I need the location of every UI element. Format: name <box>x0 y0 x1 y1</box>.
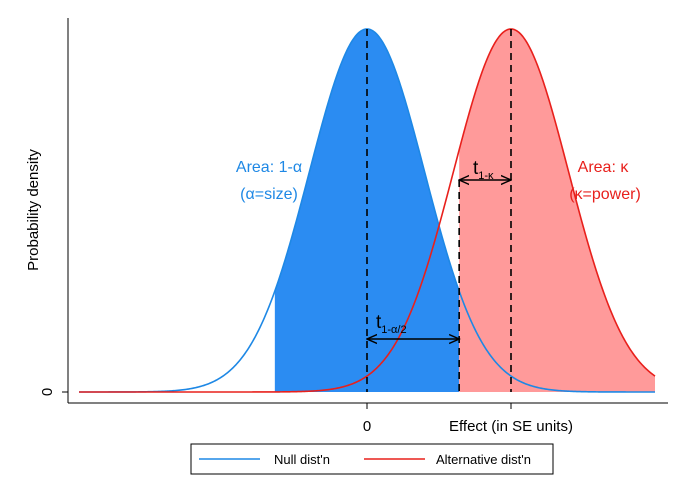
null-size-label: (α=size) <box>240 186 298 203</box>
x-ticks: 0 Effect (in SE units) <box>363 403 573 435</box>
legend: Null dist'n Alternative dist'n <box>190 443 554 475</box>
alt-curve <box>79 28 656 393</box>
alt-shaded-area <box>459 29 655 392</box>
x-tick-label: 0 <box>363 418 371 435</box>
legend-label-alt: Alternative dist'n <box>436 452 531 467</box>
x-tick-label: Effect (in SE units) <box>449 418 573 435</box>
alt-power-label: (κ=power) <box>569 186 641 203</box>
legend-label-null: Null dist'n <box>274 452 330 467</box>
distance-arrows <box>367 180 511 339</box>
dashed-lines <box>366 29 512 392</box>
y-axis-label: Probability density <box>25 149 42 271</box>
shaded-areas <box>274 29 655 392</box>
alt-area-label: Area: κ <box>578 159 630 176</box>
null-area-label: Area: 1-α <box>236 159 302 176</box>
t-kappa-label: t1-κ <box>473 158 494 182</box>
t-alpha-label: t1-α/2 <box>376 312 407 336</box>
y-ticks: 0 <box>39 388 68 396</box>
y-tick-label: 0 <box>39 388 56 396</box>
